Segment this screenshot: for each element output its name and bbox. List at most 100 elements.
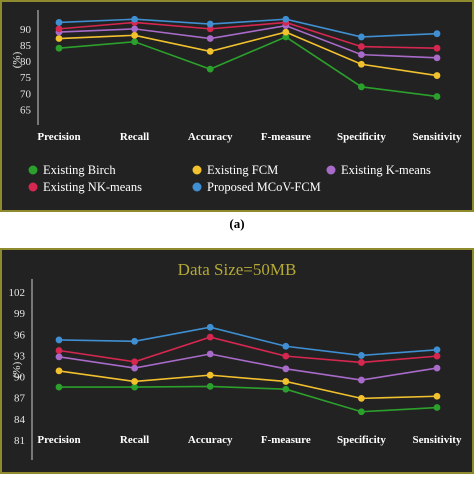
data-point xyxy=(131,38,139,46)
data-point xyxy=(206,333,214,341)
y-tick-label: 65 xyxy=(20,104,32,116)
data-point xyxy=(433,352,441,360)
chart-panel-b: Data Size=50MB 81 84 87 90 93 96 99 102 (%) Precis… xyxy=(0,248,474,474)
data-point xyxy=(206,323,214,331)
chart-a: 65 70 75 80 85 90 (%) Precision Recall Accuracy F-… xyxy=(11,10,462,194)
data-point xyxy=(206,65,214,73)
data-point xyxy=(358,33,365,41)
data-point xyxy=(433,392,441,400)
data-point xyxy=(433,364,441,372)
x-tick-label: Specificity xyxy=(337,131,386,143)
y-tick-label: 96 xyxy=(14,329,26,341)
x-tick-label: Precision xyxy=(37,434,80,446)
legend-label: Existing Birch xyxy=(43,163,116,177)
data-point xyxy=(55,44,63,52)
series-line xyxy=(58,24,438,59)
x-tick-label: Precision xyxy=(37,131,80,143)
data-point xyxy=(55,35,63,42)
y-tick-label: 99 xyxy=(14,308,26,320)
data-point xyxy=(206,371,214,379)
data-point xyxy=(206,35,214,42)
data-point xyxy=(358,376,365,384)
data-point xyxy=(433,54,441,62)
data-point xyxy=(433,44,441,52)
data-point xyxy=(55,25,63,33)
x-tick-label: Accuracy xyxy=(188,434,233,446)
x-tick-label: Specificity xyxy=(337,434,386,446)
chart-title: Data Size=50MB xyxy=(178,260,297,279)
legend-marker xyxy=(28,182,38,192)
data-point xyxy=(433,404,441,411)
series-line xyxy=(58,370,438,400)
y-tick-label: 70 xyxy=(20,88,32,100)
series-line xyxy=(58,336,438,364)
y-tick-label: 75 xyxy=(20,72,32,84)
y-axis-label: (%) xyxy=(11,51,23,68)
data-point xyxy=(131,31,139,39)
data-point xyxy=(433,72,441,79)
legend-marker xyxy=(326,165,336,175)
y-tick-label: 102 xyxy=(9,287,26,299)
x-tick-label: Recall xyxy=(120,434,149,446)
data-point xyxy=(131,378,139,385)
data-point xyxy=(358,51,365,59)
data-point xyxy=(358,408,365,416)
y-tick-label: 87 xyxy=(14,393,26,405)
series-line xyxy=(58,36,438,98)
data-point xyxy=(131,337,139,345)
data-point xyxy=(55,383,63,391)
data-point xyxy=(206,20,214,28)
y-tick-label: 81 xyxy=(14,435,25,447)
y-tick-label: 80 xyxy=(20,56,32,68)
data-point xyxy=(433,346,441,354)
legend-label: Existing NK-means xyxy=(43,180,142,194)
data-point xyxy=(55,347,63,354)
y-tick-label: 85 xyxy=(20,40,32,52)
data-point xyxy=(131,364,139,372)
legend-marker xyxy=(28,165,38,175)
chart-b: Data Size=50MB 81 84 87 90 93 96 99 102 (%) Precis… xyxy=(9,260,462,460)
data-point xyxy=(282,33,290,41)
data-point xyxy=(433,93,441,100)
legend-marker xyxy=(192,182,202,192)
data-point xyxy=(282,365,290,373)
series-line xyxy=(58,18,438,38)
data-point xyxy=(131,25,139,33)
legend-label: Existing FCM xyxy=(207,163,278,177)
data-point xyxy=(358,352,365,359)
data-point xyxy=(206,383,214,390)
data-point xyxy=(131,358,139,366)
data-point xyxy=(358,43,365,50)
series-line xyxy=(58,31,438,77)
chart-a-caption: (a) xyxy=(229,216,245,231)
data-point xyxy=(282,385,290,393)
x-tick-label: Accuracy xyxy=(188,131,233,143)
series-line xyxy=(58,353,438,381)
y-axis-label: (%) xyxy=(11,361,23,378)
data-point xyxy=(55,336,63,344)
data-point xyxy=(55,19,63,26)
y-tick-label: 90 xyxy=(14,372,26,384)
data-point xyxy=(131,15,139,23)
data-point xyxy=(206,25,214,33)
data-point xyxy=(55,367,63,375)
data-point xyxy=(282,342,290,350)
data-point xyxy=(282,15,290,23)
y-tick-label: 93 xyxy=(14,350,26,362)
data-point xyxy=(358,394,365,402)
legend-label: Proposed MCoV-FCM xyxy=(207,180,321,194)
legend-label: Existing K-means xyxy=(341,163,431,177)
data-point xyxy=(358,60,365,68)
x-tick-label: F-measure xyxy=(261,434,311,446)
y-tick-label: 90 xyxy=(20,24,32,36)
data-point xyxy=(206,48,214,55)
series-line xyxy=(58,21,438,49)
series-line xyxy=(58,326,438,357)
data-point xyxy=(358,83,365,91)
data-point xyxy=(282,378,290,385)
x-tick-label: F-measure xyxy=(261,131,311,143)
data-point xyxy=(206,350,214,358)
x-tick-label: Sensitivity xyxy=(413,131,462,143)
data-point xyxy=(282,28,290,36)
x-tick-label: Sensitivity xyxy=(413,434,462,446)
